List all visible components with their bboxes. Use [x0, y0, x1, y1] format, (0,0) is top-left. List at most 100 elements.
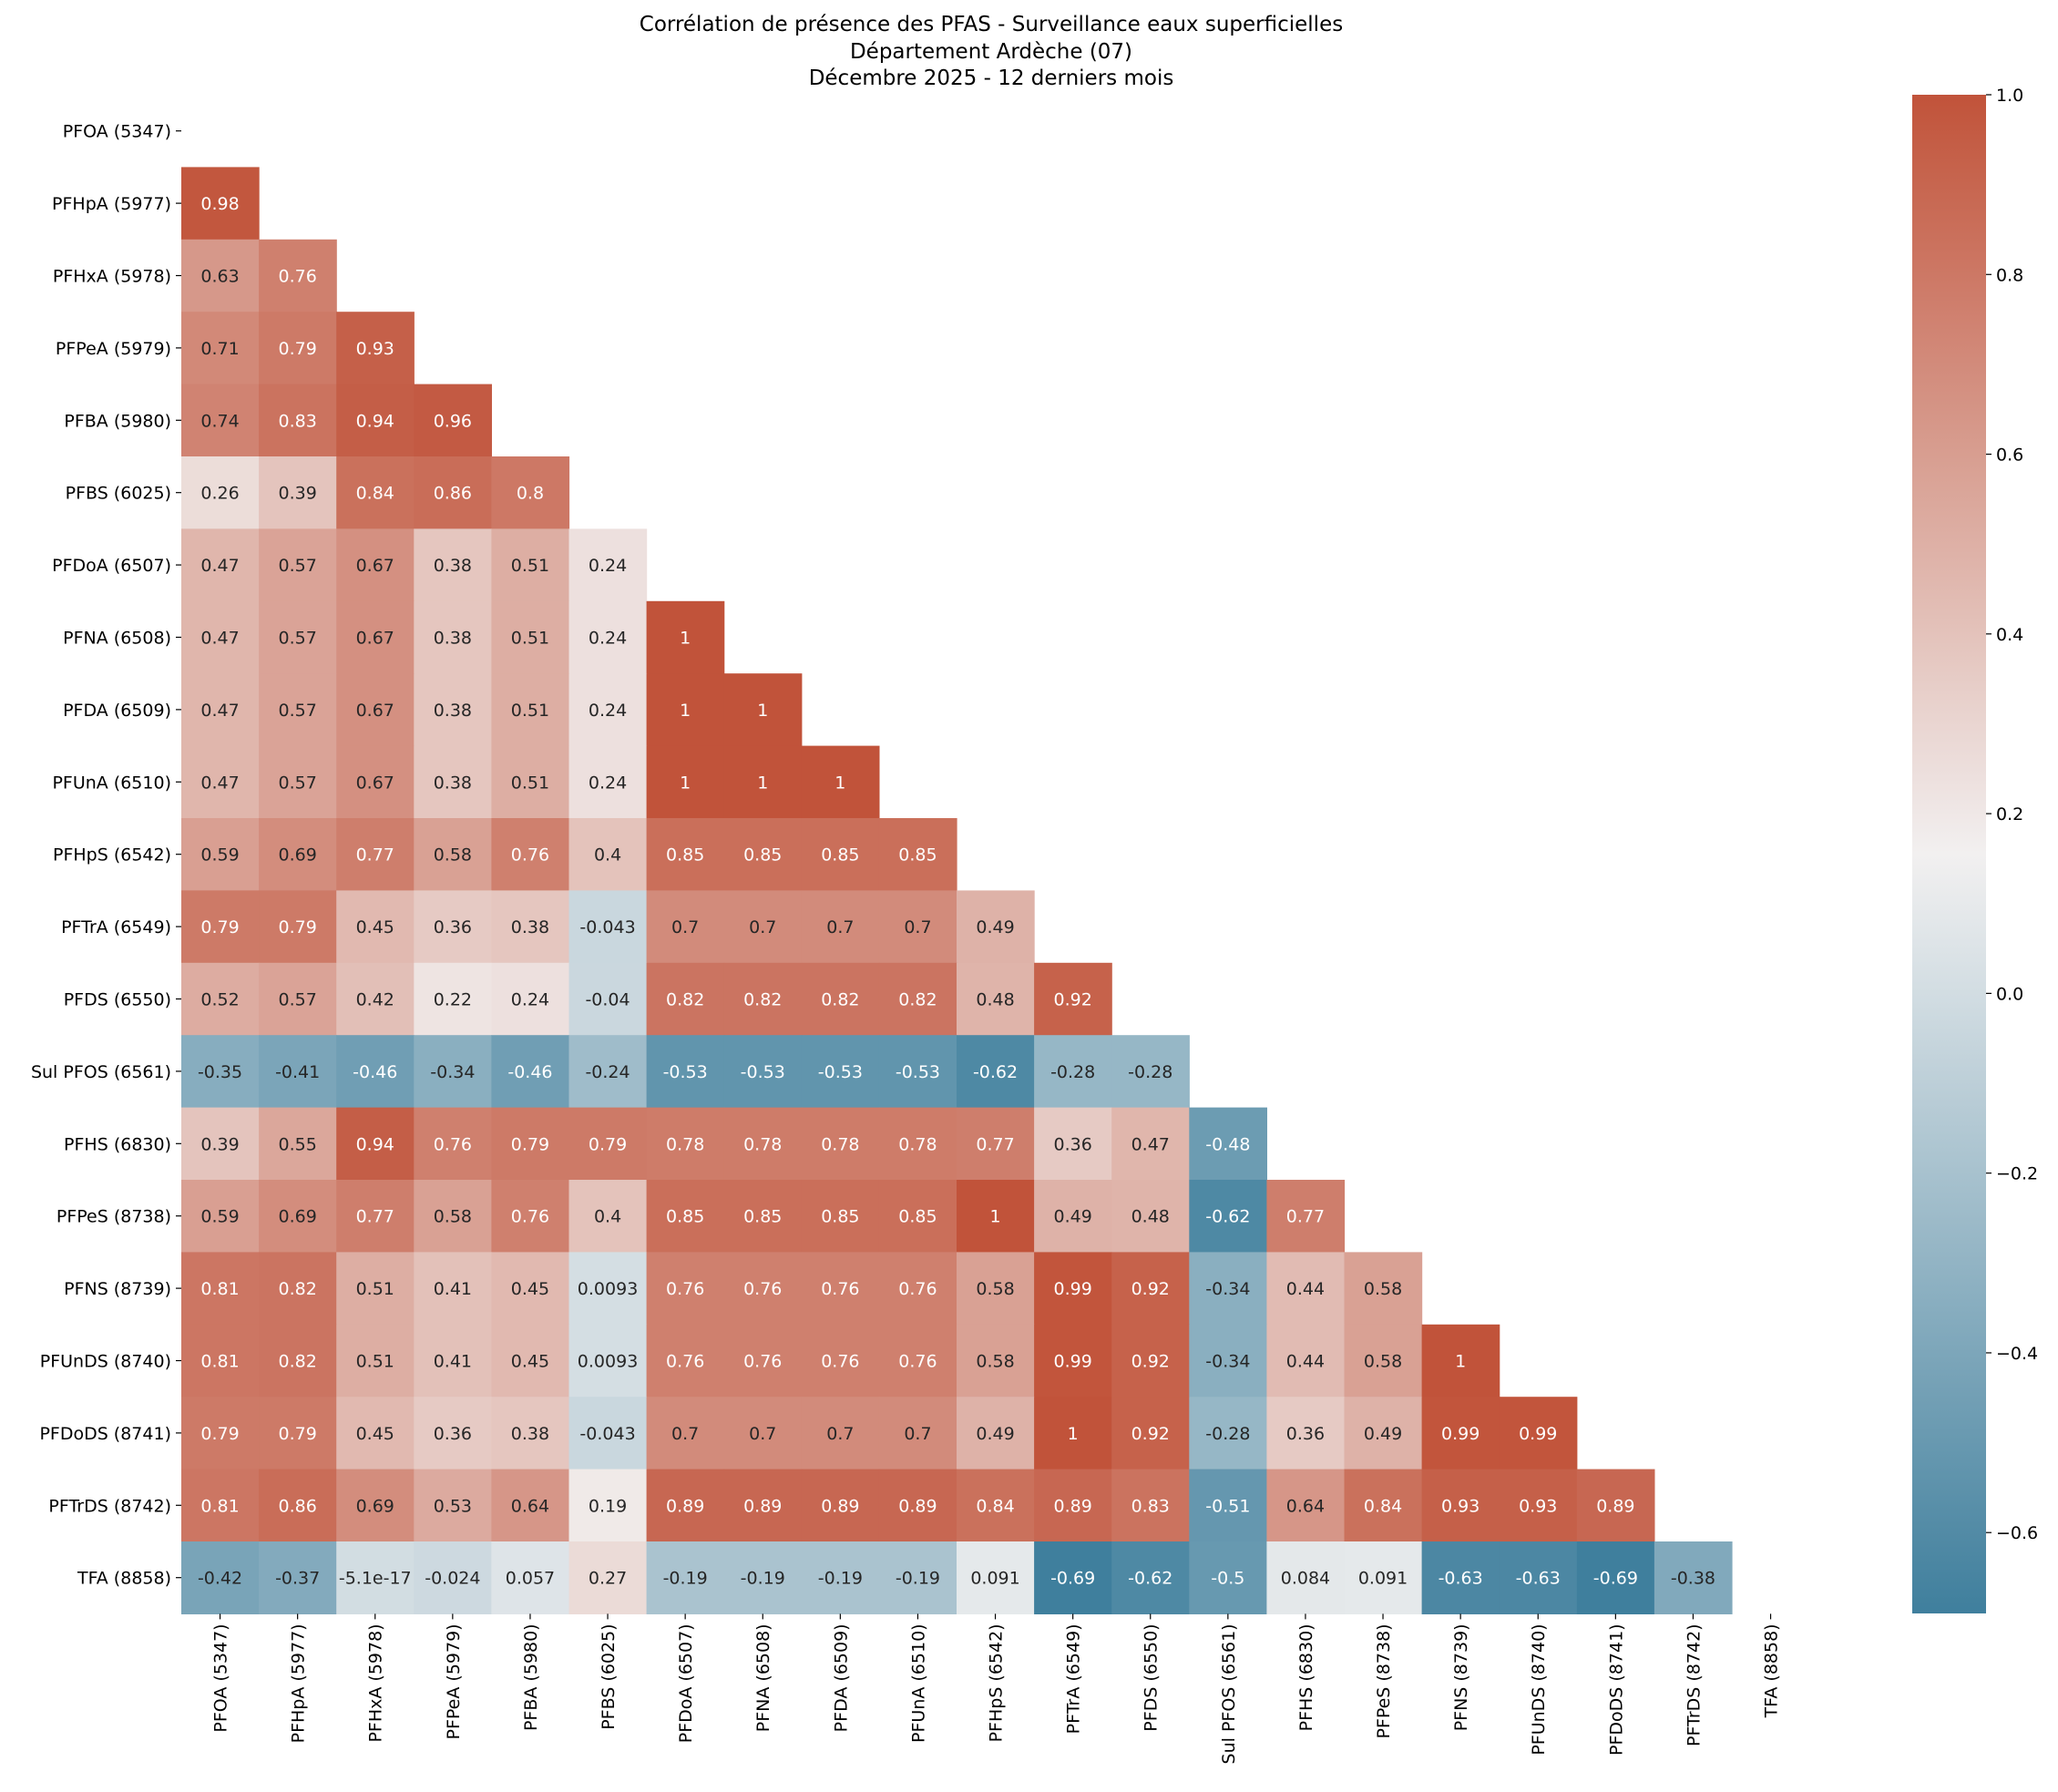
- cell-value-label: 0.96: [434, 411, 472, 431]
- heatmap-cell: [1034, 1397, 1112, 1470]
- heatmap-cell: [491, 456, 570, 529]
- cell-value-label: -0.024: [425, 1569, 480, 1589]
- heatmap-cell: [646, 962, 725, 1036]
- cell-value-label: 0.77: [356, 1207, 394, 1227]
- heatmap-cell: [181, 1469, 260, 1542]
- cell-value-label: -0.63: [1516, 1569, 1561, 1589]
- heatmap-cell: [1266, 1397, 1346, 1470]
- heatmap-cell: [878, 1324, 957, 1398]
- heatmap-cell: [336, 745, 415, 819]
- cell-value-label: 0.49: [1364, 1424, 1402, 1444]
- cell-value-label: 0.47: [200, 629, 239, 649]
- cell-value-label: 0.85: [666, 845, 704, 865]
- cell-value-label: 0.89: [666, 1496, 704, 1516]
- cell-value-label: 0.4: [594, 1207, 621, 1227]
- heatmap-cell: [259, 962, 337, 1036]
- x-tick-label: PFOA (5347): [211, 1623, 231, 1732]
- heatmap-cell: [878, 1397, 957, 1470]
- heatmap-cell: [491, 962, 570, 1036]
- cell-value-label: 0.57: [278, 990, 316, 1010]
- cell-value-label: 0.057: [506, 1569, 555, 1589]
- heatmap-cell: [878, 1469, 957, 1542]
- cell-value-label: 0.92: [1131, 1279, 1170, 1299]
- x-tick-label: Sul PFOS (6561): [1219, 1623, 1239, 1764]
- heatmap-cell: [336, 1541, 415, 1614]
- cell-value-label: 0.7: [904, 1424, 931, 1444]
- heatmap-cell: [1576, 1469, 1655, 1542]
- heatmap-cell: [1344, 1541, 1423, 1614]
- heatmap-cell: [259, 745, 337, 819]
- cell-value-label: 0.51: [356, 1352, 394, 1372]
- cell-value-label: 0.77: [356, 845, 394, 865]
- heatmap-cell: [336, 1469, 415, 1542]
- heatmap-cell: [568, 1324, 648, 1398]
- y-tick-label: PFOA (5347): [63, 122, 171, 142]
- heatmap-cell: [1266, 1180, 1346, 1253]
- cell-value-label: 0.49: [976, 917, 1014, 937]
- heatmap-cell: [181, 1397, 260, 1470]
- cell-value-label: 0.93: [1441, 1496, 1480, 1516]
- heatmap-cell: [181, 1035, 260, 1109]
- y-tick-label: PFHpS (6542): [53, 845, 171, 865]
- heatmap-cell: [181, 456, 260, 529]
- cell-value-label: 0.19: [589, 1496, 627, 1516]
- cell-value-label: 0.79: [278, 1424, 316, 1444]
- heatmap-cell: [259, 1397, 337, 1470]
- title-line-1: Corrélation de présence des PFAS - Surve…: [640, 13, 1343, 36]
- heatmap-cell: [723, 1252, 803, 1326]
- y-tick-label: PFUnA (6510): [52, 773, 171, 793]
- cell-value-label: 0.51: [511, 701, 549, 721]
- heatmap-cell: [1111, 1035, 1190, 1109]
- y-tick-label: PFPeS (8738): [56, 1207, 171, 1227]
- cell-value-label: 0.47: [1131, 1134, 1170, 1154]
- cell-value-label: 0.89: [898, 1496, 937, 1516]
- cell-value-label: 0.084: [1281, 1569, 1330, 1589]
- heatmap-cell: [646, 818, 725, 891]
- cell-value-label: 0.39: [200, 1134, 239, 1154]
- heatmap-cell: [414, 1324, 492, 1398]
- cell-value-label: 0.76: [821, 1279, 859, 1299]
- cell-value-label: 0.83: [278, 411, 316, 431]
- cell-value-label: 0.48: [1131, 1207, 1170, 1227]
- cell-value-label: -0.69: [1050, 1569, 1095, 1589]
- cell-value-label: 0.85: [743, 1207, 782, 1227]
- heatmap-cell: [336, 384, 415, 457]
- cell-value-label: 0.92: [1053, 990, 1091, 1010]
- heatmap-cell: [414, 600, 492, 674]
- cell-value-label: 0.24: [589, 556, 627, 576]
- heatmap-cell: [1111, 1180, 1190, 1253]
- heatmap-cell: [568, 1469, 648, 1542]
- cell-value-label: 0.89: [743, 1496, 782, 1516]
- cell-value-label: 0.55: [278, 1134, 316, 1154]
- heatmap-cell: [181, 528, 260, 602]
- heatmap-cell: [491, 673, 570, 747]
- cell-value-label: -0.34: [1205, 1279, 1250, 1299]
- heatmap-cell: [491, 528, 570, 602]
- heatmap-cell: [1034, 1180, 1112, 1253]
- colorbar-tick-label: 1.0: [1996, 86, 2023, 106]
- heatmap-cell: [181, 312, 260, 385]
- heatmap-cell: [957, 890, 1035, 964]
- heatmap-cell: [336, 456, 415, 529]
- heatmap-cell: [723, 745, 803, 819]
- heatmap-cell: [414, 1035, 492, 1109]
- heatmap-cell: [336, 1035, 415, 1109]
- cell-value-label: 0.4: [594, 845, 621, 865]
- cell-value-label: 0.38: [434, 556, 472, 576]
- x-tick-label: TFA (8858): [1762, 1623, 1782, 1718]
- heatmap-cell: [336, 600, 415, 674]
- title-line-3: Décembre 2025 - 12 derniers mois: [809, 67, 1174, 90]
- cell-value-label: 0.93: [356, 339, 394, 359]
- heatmap-cell: [568, 1035, 648, 1109]
- cell-value-label: 0.99: [1441, 1424, 1480, 1444]
- heatmap-cell: [491, 1035, 570, 1109]
- heatmap-cell: [723, 1180, 803, 1253]
- colorbar-tick-label: −0.2: [1996, 1164, 2038, 1184]
- heatmap-cell: [723, 818, 803, 891]
- heatmap-cell: [1344, 1397, 1423, 1470]
- heatmap-cell: [646, 745, 725, 819]
- heatmap-cell: [491, 600, 570, 674]
- cell-value-label: 0.67: [356, 773, 394, 793]
- heatmap-cell: [568, 890, 648, 964]
- heatmap-cell: [259, 1541, 337, 1614]
